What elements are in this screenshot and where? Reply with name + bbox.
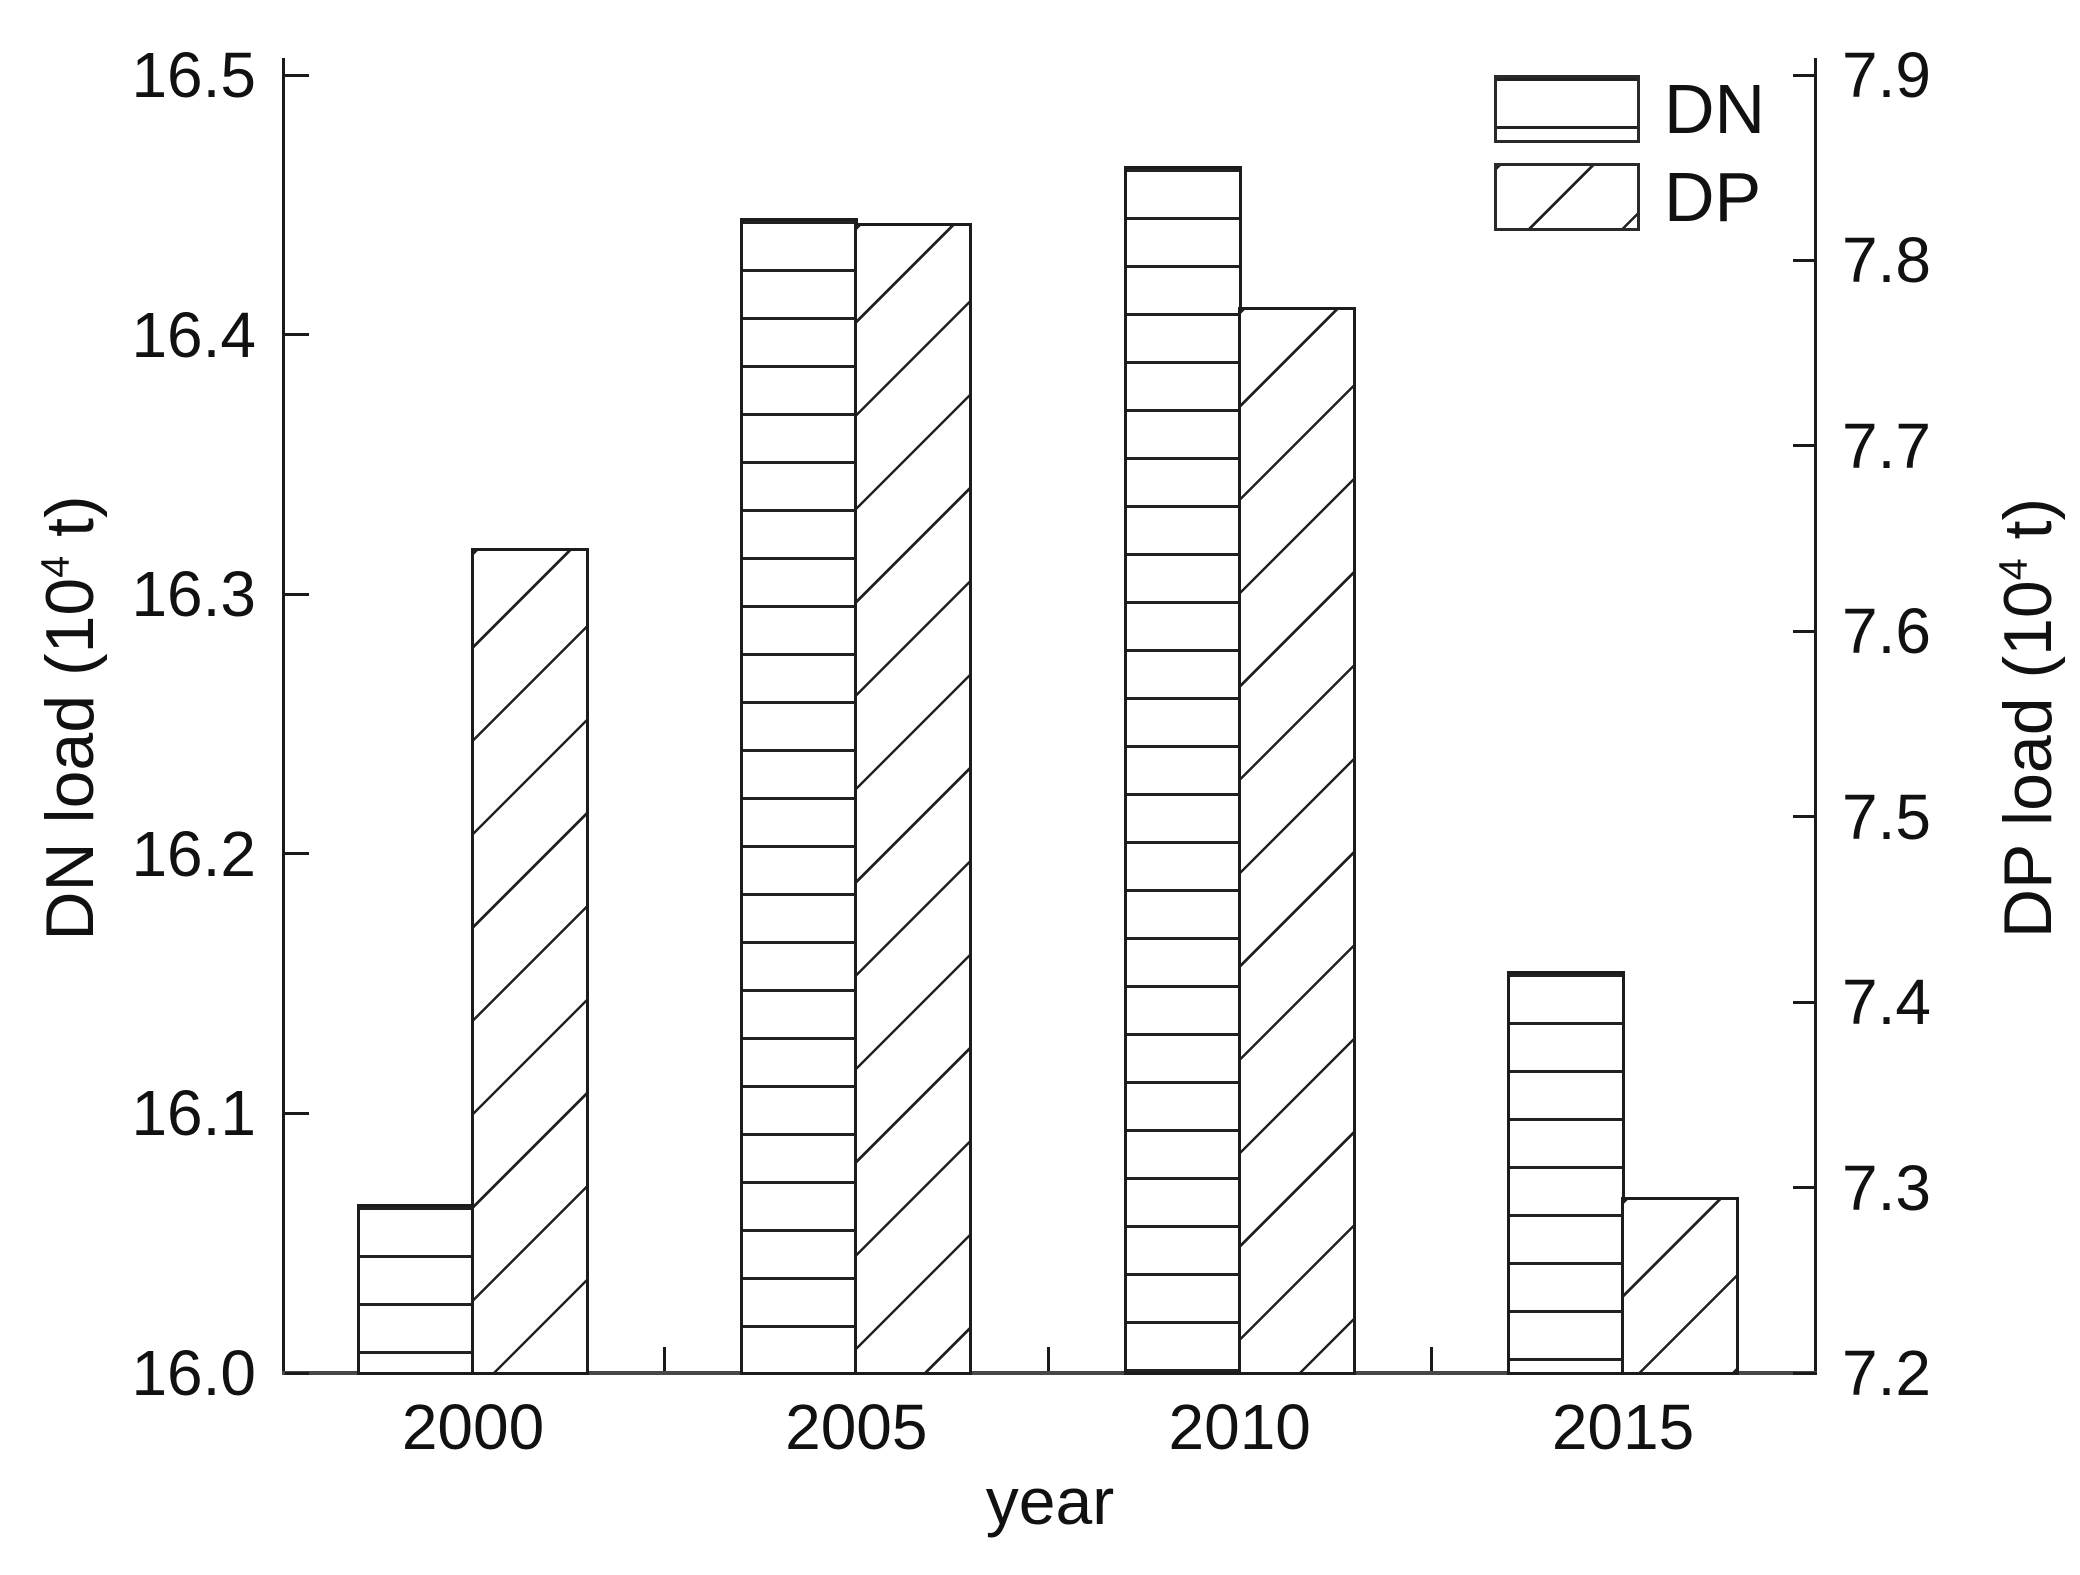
legend-label-dp: DP [1664, 158, 1762, 236]
left-y-tick [285, 333, 309, 337]
x-axis-line [282, 1371, 1817, 1375]
right-y-tick [1793, 73, 1817, 77]
bar-dn-2015 [1507, 970, 1625, 1375]
left-y-tick-label: 16.1 [131, 1077, 256, 1150]
x-axis-title: year [985, 1464, 1115, 1538]
x-tick-label-2000: 2000 [401, 1391, 545, 1463]
right-y-tick-label: 7.3 [1842, 1151, 1931, 1224]
right-y-tick-label: 7.8 [1842, 224, 1931, 297]
left-y-tick [285, 1111, 309, 1115]
legend-item-dn: DN [1494, 74, 1765, 144]
right-y-tick-label: 7.6 [1842, 595, 1931, 668]
bar-dp-2005 [854, 223, 973, 1375]
left-y-tick [285, 1371, 309, 1375]
bar-dn-2010 [1123, 165, 1242, 1375]
left-y-tick-label: 16.5 [131, 39, 256, 111]
bar-dn-2005 [740, 217, 859, 1375]
left-y-tick [285, 592, 309, 596]
left-y-axis-line [282, 58, 285, 1374]
right-y-tick-label: 7.9 [1842, 39, 1931, 111]
right-y-tick [1793, 815, 1817, 819]
right-y-tick [1793, 1371, 1817, 1375]
left-y-tick [285, 852, 309, 856]
bar-dn-2000 [357, 1204, 475, 1375]
left-y-tick-label: 16.3 [131, 558, 256, 631]
bar-dp-2015 [1621, 1196, 1739, 1375]
x-tick-label-2015: 2015 [1551, 1391, 1695, 1463]
left-y-axis-title: DN load (104 t) [32, 495, 108, 941]
right-y-tick-label: 7.5 [1842, 780, 1931, 853]
x-boundary-tick [1046, 1347, 1050, 1371]
legend: DN DP [1494, 74, 1765, 232]
x-boundary-tick [1429, 1347, 1433, 1371]
right-y-tick-label: 7.4 [1842, 966, 1931, 1039]
right-y-tick [1793, 629, 1817, 633]
right-y-tick [1793, 1186, 1817, 1190]
right-y-axis-title-text: DP load (10 [1990, 580, 2066, 939]
right-y-tick [1793, 444, 1817, 448]
left-y-axis-title-unit: t) [32, 495, 108, 556]
left-y-tick [285, 73, 309, 77]
legend-swatch-dp [1494, 163, 1640, 231]
legend-label-dn: DN [1664, 70, 1766, 148]
left-y-tick-label: 16.0 [131, 1337, 256, 1409]
right-y-axis-title: DP load (104 t) [1990, 497, 2066, 939]
right-y-axis-title-exponent: 4 [1991, 558, 2036, 581]
right-y-axis-title-unit: t) [1990, 497, 2066, 559]
x-tick-label-2005: 2005 [785, 1391, 928, 1463]
right-y-tick-label: 7.7 [1842, 409, 1931, 482]
x-tick-label-2010: 2010 [1168, 1391, 1311, 1463]
right-y-tick-label: 7.2 [1842, 1337, 1931, 1409]
right-y-tick [1793, 258, 1817, 262]
left-y-tick-label: 16.2 [131, 817, 256, 890]
x-boundary-tick [663, 1347, 667, 1371]
legend-item-dp: DP [1494, 162, 1765, 232]
legend-swatch-dn [1494, 75, 1640, 143]
right-y-axis-line [1814, 58, 1817, 1374]
left-y-tick-label: 16.4 [131, 298, 256, 371]
bar-dp-2000 [471, 547, 589, 1375]
bar-dp-2010 [1237, 306, 1356, 1375]
right-y-tick [1793, 1000, 1817, 1004]
left-y-axis-title-text: DN load (10 [32, 577, 108, 941]
left-y-axis-title-exponent: 4 [33, 555, 78, 578]
